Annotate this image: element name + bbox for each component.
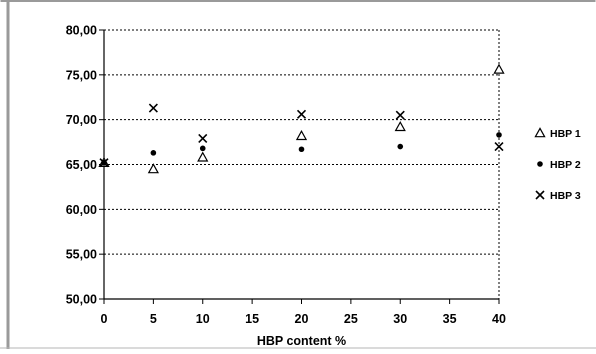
- y-tick-label-6: 80,00: [66, 24, 97, 38]
- x-tick-label-6: 30: [393, 312, 407, 326]
- point-hbp-1-3: [295, 129, 308, 141]
- x-tick-label-2: 10: [196, 312, 210, 326]
- point-hbp-3-1: [148, 103, 158, 113]
- x-tick-label-8: 40: [492, 312, 506, 326]
- y-tick-label-1: 55,00: [66, 248, 97, 262]
- point-hbp-3-4: [395, 110, 405, 120]
- point-hbp-2-3: [298, 146, 305, 153]
- x-tick-label-0: 0: [101, 312, 108, 326]
- point-hbp-1-4: [394, 121, 406, 132]
- point-hbp-3-2: [198, 133, 208, 144]
- y-tick-label-2: 60,00: [66, 203, 97, 217]
- y-tick-label-0: 50,00: [66, 293, 97, 307]
- legend-label-0: HBP 1: [550, 128, 581, 140]
- legend-label-1: HBP 2: [550, 159, 581, 171]
- x-tick-label-7: 35: [443, 312, 457, 326]
- point-hbp-1-1: [147, 163, 159, 174]
- x-axis-title: HBP content %: [257, 334, 346, 348]
- x-tick-label-3: 15: [245, 312, 259, 326]
- legend-marker-2: [535, 190, 545, 200]
- point-hbp-1-5: [493, 63, 505, 74]
- point-hbp-3-3: [296, 109, 307, 119]
- x-tick-label-5: 25: [344, 312, 358, 326]
- x-tick-label-1: 5: [150, 312, 157, 326]
- point-hbp-2-5: [496, 132, 502, 138]
- point-hbp-2-4: [397, 143, 404, 150]
- x-tick-label-4: 20: [295, 312, 309, 326]
- plot-layer: 50,00 55,00 60,00 65,00 70,00 75,00 80,00 0 5 10 1…: [66, 24, 506, 349]
- point-hbp-2-1: [150, 150, 157, 156]
- legend-marker-0: [534, 127, 546, 138]
- legend-label-2: HBP 3: [550, 190, 581, 202]
- legend: HBP 1 HBP 2 HBP 3: [534, 127, 581, 202]
- point-hbp-3-5: [494, 142, 504, 152]
- legend-marker-1: [537, 161, 543, 167]
- y-tick-label-5: 75,00: [66, 68, 97, 82]
- y-tick-label-4: 70,00: [66, 113, 97, 127]
- point-hbp-3-0: [99, 158, 109, 168]
- point-hbp-2-2: [199, 145, 206, 152]
- point-hbp-1-2: [197, 151, 209, 162]
- y-tick-label-3: 65,00: [66, 158, 97, 172]
